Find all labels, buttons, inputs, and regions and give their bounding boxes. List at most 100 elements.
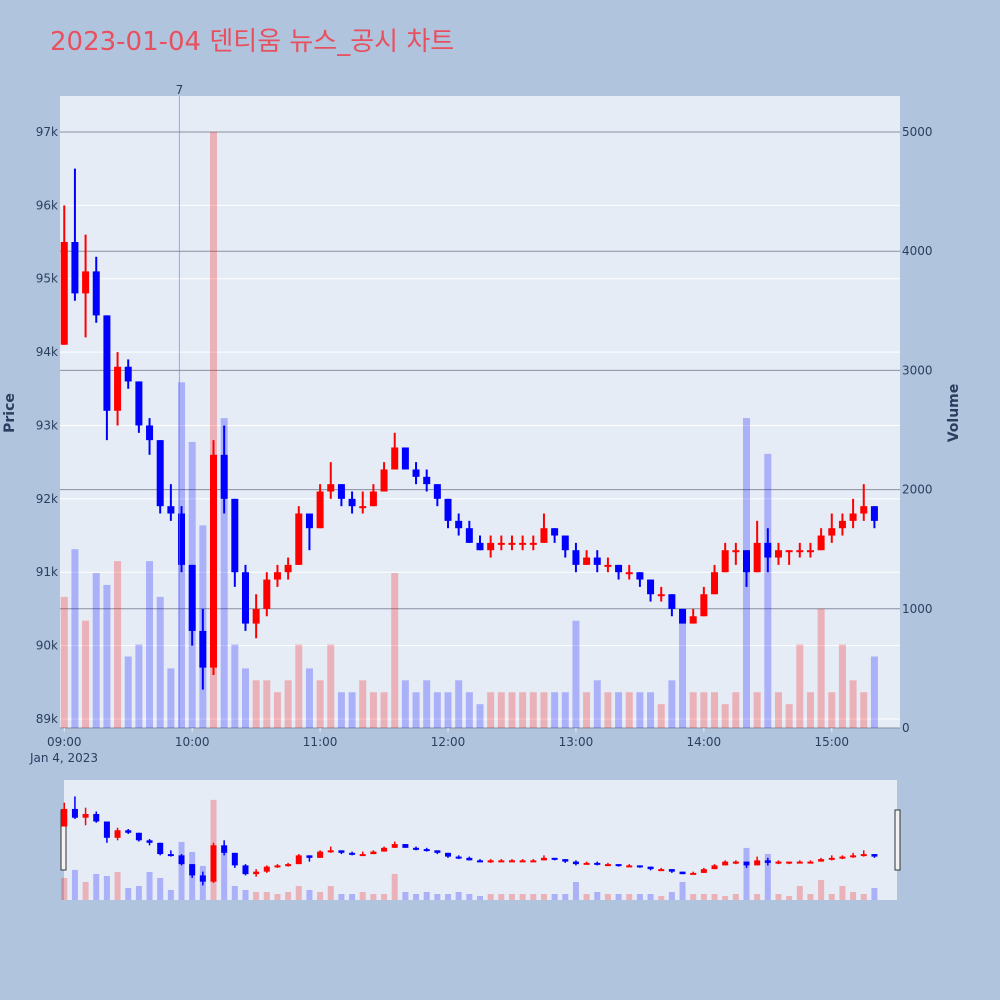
y-tick-label: 92k bbox=[36, 492, 58, 506]
candle-body bbox=[732, 550, 740, 553]
volume-bar bbox=[103, 584, 111, 728]
slider-volume-bar bbox=[146, 871, 153, 900]
volume-bar bbox=[540, 692, 548, 728]
volume-bar bbox=[561, 692, 569, 728]
slider-candle bbox=[679, 871, 686, 875]
plot-area bbox=[60, 96, 900, 728]
volume-bar bbox=[210, 131, 218, 729]
candle-body bbox=[337, 484, 345, 499]
y2-tick-label: 3000 bbox=[902, 363, 933, 377]
candle-body bbox=[572, 550, 580, 565]
candle-body bbox=[465, 528, 473, 543]
slider-candle bbox=[647, 866, 654, 870]
candle-body bbox=[817, 535, 825, 551]
candle-body bbox=[796, 550, 804, 553]
volume-bar bbox=[625, 692, 633, 728]
candle-body bbox=[135, 381, 143, 426]
candle-body bbox=[124, 366, 132, 382]
slider-candle bbox=[487, 860, 494, 863]
slider-volume-bar bbox=[423, 891, 430, 900]
y2-tick-label: 5000 bbox=[902, 125, 933, 139]
candle-body bbox=[476, 542, 484, 551]
y-tick-label: 95k bbox=[36, 272, 58, 286]
slider-volume-bar bbox=[231, 885, 238, 900]
slider-candle bbox=[402, 844, 409, 848]
slider-candle bbox=[764, 860, 771, 863]
slider-candle bbox=[445, 852, 452, 857]
slider-candle bbox=[253, 871, 260, 875]
slider-volume-bar bbox=[71, 869, 78, 900]
candle-body bbox=[689, 616, 697, 624]
slider-volume-bar bbox=[82, 881, 89, 900]
volume-bar bbox=[305, 668, 313, 728]
slider-candle bbox=[189, 864, 196, 876]
slider-volume-bar bbox=[178, 841, 185, 900]
slider-candle bbox=[850, 855, 857, 858]
slider-volume-bar bbox=[263, 891, 270, 900]
slider-volume-bar bbox=[540, 893, 547, 900]
slider-candle bbox=[413, 847, 420, 850]
slider-volume-bar bbox=[839, 885, 846, 900]
volume-bar bbox=[497, 692, 505, 728]
slider-candle bbox=[103, 821, 110, 838]
slider-volume-bar bbox=[722, 895, 729, 900]
volume-bar bbox=[284, 680, 292, 728]
slider-volume-bar bbox=[391, 873, 398, 900]
slider-volume-bar bbox=[455, 891, 462, 900]
slider-candle bbox=[796, 861, 803, 864]
candle-body bbox=[583, 557, 591, 565]
y2-tick-label: 2000 bbox=[902, 483, 933, 497]
candle-body bbox=[870, 506, 878, 521]
y-tick-label: 91k bbox=[36, 565, 58, 579]
y-tick-label: 90k bbox=[36, 639, 58, 653]
candle-body bbox=[849, 513, 857, 521]
volume-bar bbox=[348, 692, 356, 728]
range-handle[interactable] bbox=[894, 809, 901, 871]
volume-bar bbox=[753, 692, 761, 728]
candle-body bbox=[508, 542, 516, 545]
slider-volume-bar bbox=[711, 893, 718, 900]
volume-bar bbox=[295, 644, 303, 728]
candle-body bbox=[210, 454, 218, 668]
news-label: 7 bbox=[176, 83, 184, 97]
volume-bar bbox=[679, 620, 687, 728]
candle-body bbox=[263, 579, 271, 609]
volume-bar bbox=[529, 692, 537, 728]
candle-body bbox=[316, 491, 324, 529]
volume-bar bbox=[114, 561, 122, 728]
slider-candle bbox=[786, 861, 793, 864]
volume-bar bbox=[572, 620, 580, 728]
slider-volume-bar bbox=[690, 893, 697, 900]
slider-volume-bar bbox=[562, 893, 569, 900]
slider-candle bbox=[317, 851, 324, 858]
slider-volume-bar bbox=[135, 885, 142, 900]
slider-candle bbox=[242, 865, 249, 875]
slider-volume-bar bbox=[583, 893, 590, 900]
y-tick-label: 89k bbox=[36, 712, 58, 726]
slider-candle bbox=[221, 845, 228, 853]
x-tick-label: 14:00 bbox=[687, 735, 722, 749]
candle-body bbox=[231, 498, 239, 573]
candle-body bbox=[284, 564, 292, 573]
candle-body bbox=[679, 608, 687, 624]
candle-body bbox=[615, 564, 623, 573]
candle-body bbox=[860, 506, 868, 514]
candle-body bbox=[156, 440, 164, 507]
candle-body bbox=[604, 564, 612, 567]
candle-body bbox=[700, 594, 708, 617]
slider-candle bbox=[423, 849, 430, 852]
slider-volume-bar bbox=[221, 847, 228, 900]
slider-volume-bar bbox=[679, 881, 686, 900]
volume-bar bbox=[508, 692, 516, 728]
x-tick-label: 10:00 bbox=[175, 735, 210, 749]
volume-bar bbox=[615, 692, 623, 728]
slider-volume-bar bbox=[668, 891, 675, 900]
volume-bar bbox=[82, 620, 90, 728]
candle-body bbox=[188, 564, 196, 631]
candle-body bbox=[529, 542, 537, 545]
candle-body bbox=[433, 484, 441, 499]
slider-volume-bar bbox=[434, 893, 441, 900]
slider-volume-bar bbox=[615, 893, 622, 900]
slider-candle bbox=[327, 850, 334, 853]
volume-bar bbox=[721, 704, 729, 728]
